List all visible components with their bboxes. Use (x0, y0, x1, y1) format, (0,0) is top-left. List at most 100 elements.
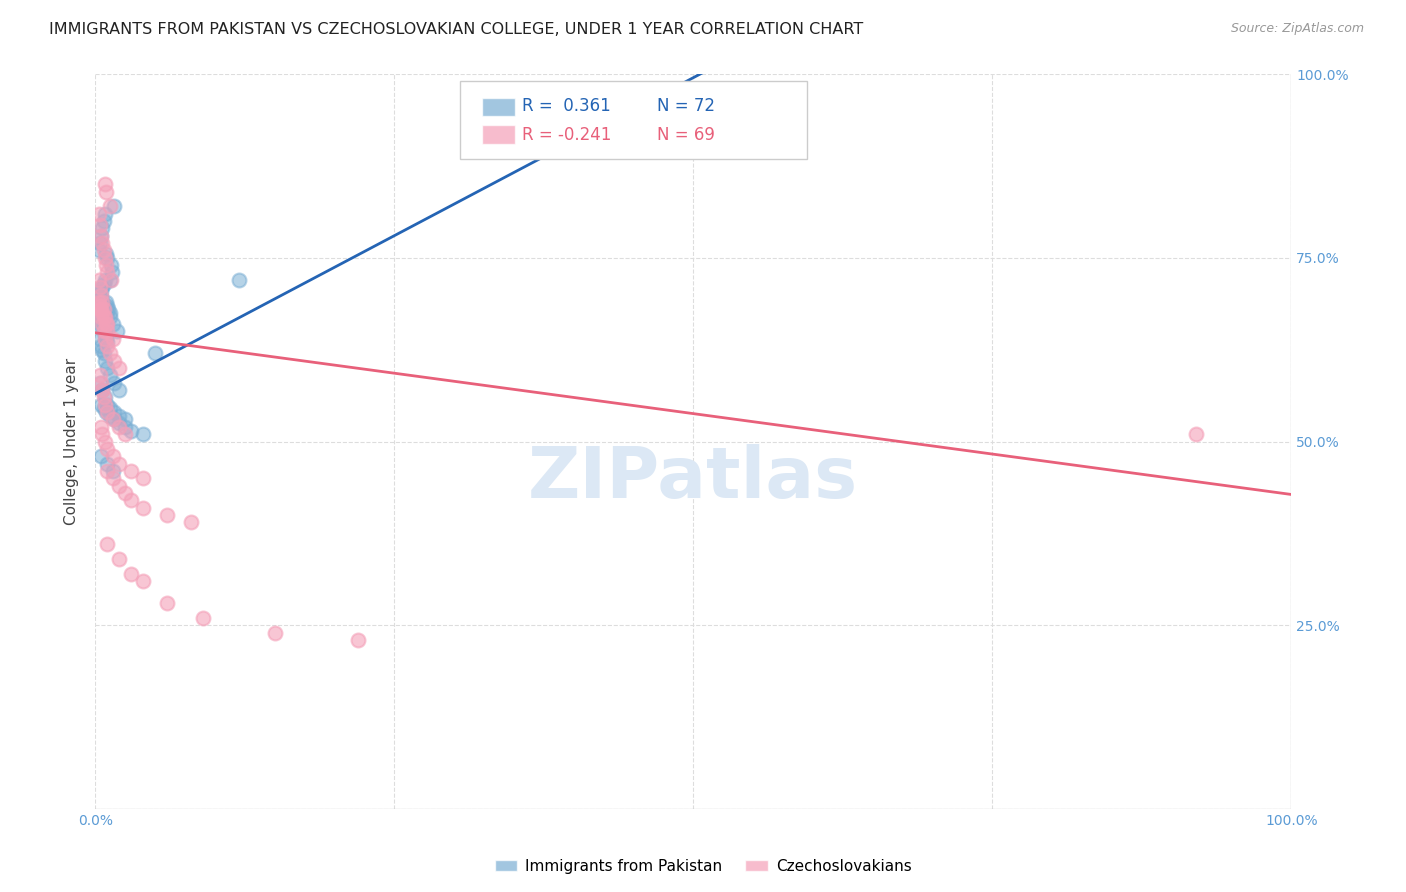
Point (108, 361, 131, 376)
Point (90, 310, 112, 324)
Point (108, 552, 131, 566)
Point (98, 368, 121, 383)
Point (90, 449, 112, 463)
Point (103, 376, 125, 390)
Point (114, 420, 136, 434)
Point (94, 434, 117, 449)
Point (91, 221, 114, 235)
Text: IMMIGRANTS FROM PAKISTAN VS CZECHOSLOVAKIAN COLLEGE, UNDER 1 YEAR CORRELATION CH: IMMIGRANTS FROM PAKISTAN VS CZECHOSLOVAK… (49, 22, 863, 37)
Point (91, 383, 114, 397)
Point (97, 302, 120, 317)
Point (191, 611, 214, 625)
Point (91, 343, 114, 357)
Point (87, 294, 110, 309)
Point (91, 383, 114, 397)
Point (98, 306, 121, 320)
Point (105, 324, 128, 338)
Point (103, 199, 125, 213)
Point (143, 346, 166, 360)
Point (101, 412, 124, 426)
Point (93, 391, 115, 405)
Point (94, 185, 117, 199)
Point (180, 516, 202, 530)
Point (94, 207, 117, 221)
Point (94, 294, 117, 309)
Point (96, 537, 118, 551)
Point (91, 306, 114, 320)
Point (90, 339, 112, 353)
Point (120, 493, 142, 508)
Point (96, 306, 118, 320)
Point (94, 332, 117, 346)
Point (228, 273, 250, 287)
Point (94, 178, 117, 192)
Point (108, 383, 131, 397)
Point (93, 302, 115, 317)
Point (90, 317, 112, 331)
Point (120, 566, 142, 581)
Point (87, 244, 110, 258)
Point (156, 596, 179, 610)
Point (93, 299, 115, 313)
Point (132, 471, 155, 485)
Point (120, 424, 142, 438)
FancyBboxPatch shape (481, 97, 515, 116)
Point (96, 361, 118, 376)
Point (94, 405, 117, 419)
Point (96, 317, 118, 331)
Point (108, 409, 131, 423)
Point (90, 291, 112, 305)
Point (94, 310, 117, 324)
Point (96, 405, 118, 419)
Point (93, 401, 115, 416)
Point (98, 273, 121, 287)
Point (90, 228, 112, 243)
Point (491, 96, 513, 111)
Point (93, 310, 115, 324)
Point (89, 302, 111, 317)
Point (94, 247, 117, 261)
Point (101, 449, 124, 463)
Point (87, 291, 110, 305)
Point (100, 273, 122, 287)
Point (93, 214, 115, 228)
Point (96, 398, 118, 412)
Point (101, 332, 124, 346)
Point (347, 633, 370, 648)
Point (89, 287, 111, 301)
Point (93, 277, 115, 291)
Point (94, 398, 117, 412)
Point (91, 320, 114, 334)
Point (263, 625, 285, 640)
Point (94, 258, 117, 272)
Point (89, 280, 111, 294)
Point (108, 478, 131, 492)
Point (90, 420, 112, 434)
Point (91, 317, 114, 331)
Point (108, 416, 131, 430)
Point (103, 405, 125, 419)
Point (90, 376, 112, 390)
Point (103, 353, 125, 368)
Point (96, 299, 118, 313)
Point (94, 391, 117, 405)
Point (94, 273, 117, 287)
Point (90, 284, 112, 298)
Point (96, 335, 118, 350)
Point (98, 401, 121, 416)
Point (98, 199, 121, 213)
Point (87, 310, 110, 324)
Point (1184, 427, 1206, 442)
Point (100, 258, 122, 272)
Point (96, 324, 118, 338)
Point (94, 353, 117, 368)
Point (96, 464, 118, 478)
Point (101, 471, 124, 485)
Point (98, 310, 121, 324)
FancyBboxPatch shape (460, 81, 807, 159)
Point (91, 427, 114, 442)
Point (96, 339, 118, 353)
Point (91, 280, 114, 294)
Point (96, 442, 118, 456)
Point (96, 265, 118, 279)
